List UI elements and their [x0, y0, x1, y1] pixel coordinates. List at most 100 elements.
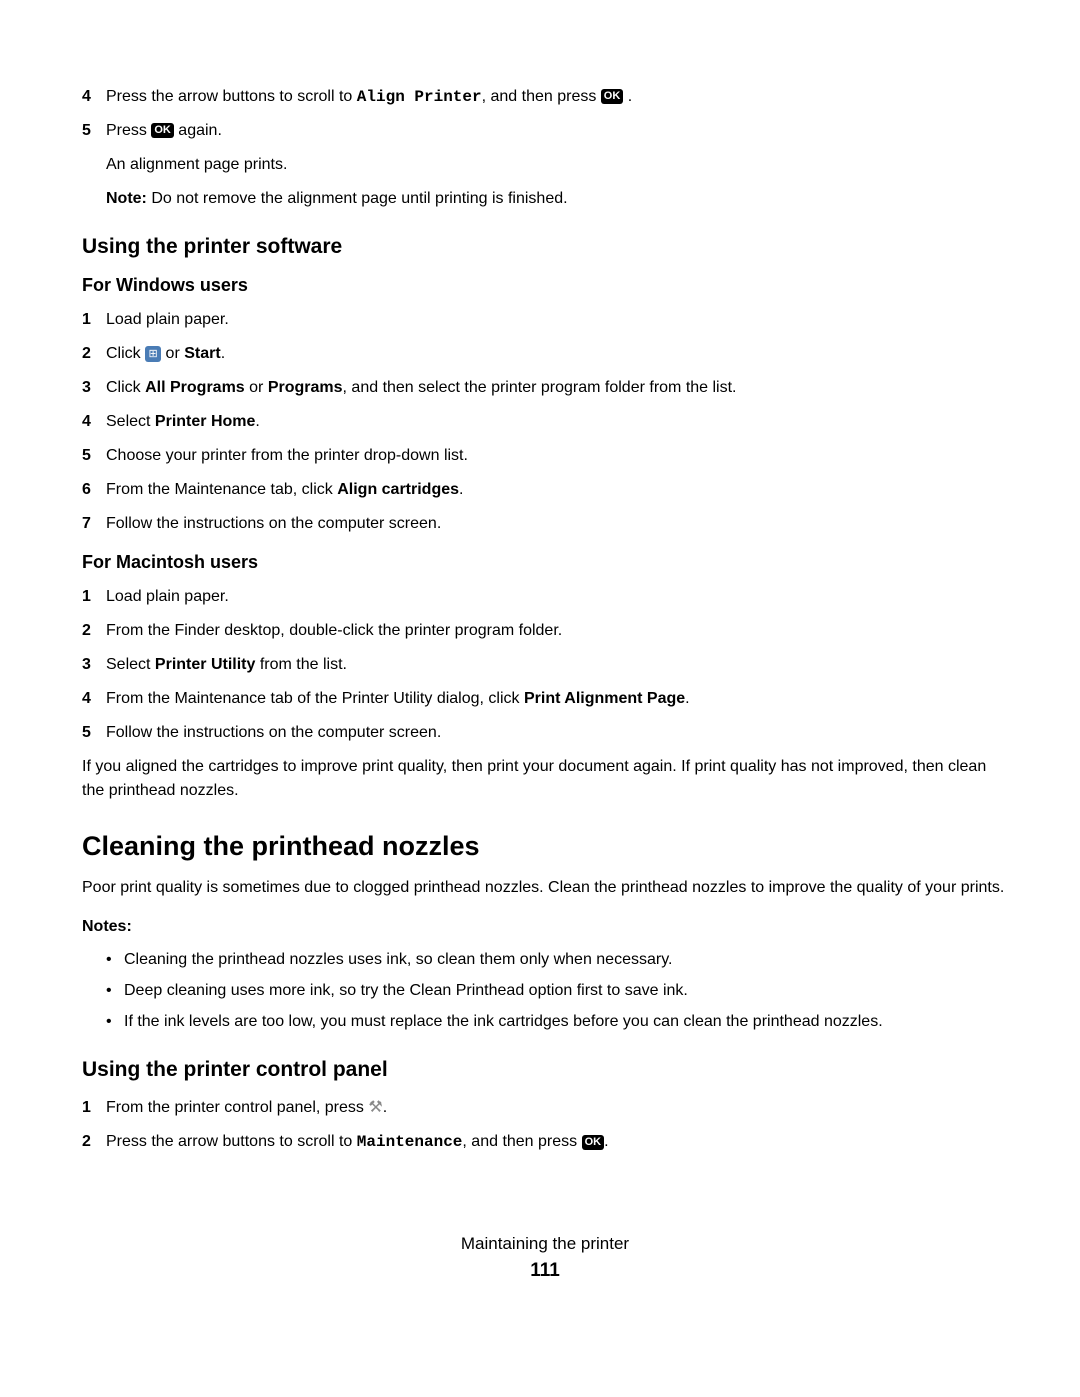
text-part: . — [604, 1133, 608, 1150]
win-step-3: 3 Click All Programs or Programs, and th… — [82, 376, 1008, 400]
ok-icon: OK — [582, 1135, 605, 1150]
mac-step-5: 5 Follow the instructions on the compute… — [82, 721, 1008, 745]
step-text: Click ⊞ or Start. — [106, 342, 1008, 366]
bold-text: Printer Home — [155, 413, 255, 430]
step-text: Click All Programs or Programs, and then… — [106, 376, 1008, 400]
text-part: From the printer control panel, press — [106, 1099, 368, 1116]
step-num: 3 — [82, 653, 106, 677]
step-text: Load plain paper. — [106, 308, 1008, 332]
win-step-7: 7 Follow the instructions on the compute… — [82, 512, 1008, 536]
panel-step-1: 1 From the printer control panel, press … — [82, 1096, 1008, 1120]
step-num: 2 — [82, 342, 106, 366]
ok-icon: OK — [601, 89, 624, 104]
bold-text: Align cartridges — [337, 481, 459, 498]
bullet-icon: • — [106, 948, 124, 972]
step-text: Select Printer Utility from the list. — [106, 653, 1008, 677]
heading-mac: For Macintosh users — [82, 552, 1008, 573]
step-num: 2 — [82, 1130, 106, 1154]
step-num: 7 — [82, 512, 106, 536]
step-text: Choose your printer from the printer dro… — [106, 444, 1008, 468]
bold-text: Start — [184, 345, 220, 362]
text-part: , and then select the printer program fo… — [343, 379, 737, 396]
step-num: 6 — [82, 478, 106, 502]
notes-label: Notes: — [82, 918, 1008, 936]
step-num: 4 — [82, 687, 106, 711]
text-part: Select — [106, 413, 155, 430]
note-bullet-1: • Cleaning the printhead nozzles uses in… — [106, 948, 1008, 972]
text-part: Press the arrow buttons to scroll to — [106, 88, 357, 105]
bold-text: Printer Utility — [155, 656, 255, 673]
ok-icon: OK — [151, 123, 174, 138]
win-step-5: 5 Choose your printer from the printer d… — [82, 444, 1008, 468]
bullet-text: If the ink levels are too low, you must … — [124, 1010, 883, 1034]
text-part: , and then press — [482, 88, 601, 105]
text-part: Press the arrow buttons to scroll to — [106, 1133, 357, 1150]
step-text: Press OK again. — [106, 119, 1008, 143]
step-4-top: 4 Press the arrow buttons to scroll to A… — [82, 85, 1008, 109]
heading-cleaning: Cleaning the printhead nozzles — [82, 831, 1008, 862]
step-num: 2 — [82, 619, 106, 643]
footer-title: Maintaining the printer — [82, 1234, 1008, 1254]
text-part: . — [383, 1099, 387, 1116]
bullet-icon: • — [106, 979, 124, 1003]
note-bullet-2: • Deep cleaning uses more ink, so try th… — [106, 979, 1008, 1003]
win-step-2: 2 Click ⊞ or Start. — [82, 342, 1008, 366]
step-num: 5 — [82, 444, 106, 468]
step-num: 1 — [82, 585, 106, 609]
text-part: Press — [106, 122, 151, 139]
panel-step-2: 2 Press the arrow buttons to scroll to M… — [82, 1130, 1008, 1154]
mac-step-1: 1 Load plain paper. — [82, 585, 1008, 609]
note-label: Note: — [106, 190, 151, 207]
bold-text: Print Alignment Page — [524, 690, 685, 707]
step-text: From the Maintenance tab of the Printer … — [106, 687, 1008, 711]
step-num: 1 — [82, 308, 106, 332]
text-part: from the list. — [255, 656, 347, 673]
step-num: 4 — [82, 85, 106, 109]
windows-start-icon: ⊞ — [145, 346, 161, 362]
note-bullet-3: • If the ink levels are too low, you mus… — [106, 1010, 1008, 1034]
step-num: 5 — [82, 119, 106, 143]
text-part: . — [685, 690, 689, 707]
bold-text: All Programs — [145, 379, 245, 396]
heading-windows: For Windows users — [82, 275, 1008, 296]
text-part: . — [623, 88, 632, 105]
bullet-icon: • — [106, 1010, 124, 1034]
mono-text: Align Printer — [357, 88, 482, 106]
text-part: From the Maintenance tab, click — [106, 481, 337, 498]
step-text: Press the arrow buttons to scroll to Mai… — [106, 1130, 1008, 1154]
step-5-top: 5 Press OK again. — [82, 119, 1008, 143]
text-part: Click — [106, 345, 145, 362]
step-num: 1 — [82, 1096, 106, 1120]
mac-step-4: 4 From the Maintenance tab of the Printe… — [82, 687, 1008, 711]
step-text: From the Maintenance tab, click Align ca… — [106, 478, 1008, 502]
text-part: . — [221, 345, 225, 362]
text-part: Select — [106, 656, 155, 673]
mac-step-3: 3 Select Printer Utility from the list. — [82, 653, 1008, 677]
step-text: Press the arrow buttons to scroll to Ali… — [106, 85, 1008, 109]
step-sub-text: An alignment page prints. — [106, 153, 1008, 177]
step-text: Select Printer Home. — [106, 410, 1008, 434]
bold-text: Programs — [268, 379, 343, 396]
step-text: Load plain paper. — [106, 585, 1008, 609]
heading-panel: Using the printer control panel — [82, 1058, 1008, 1082]
mac-step-2: 2 From the Finder desktop, double-click … — [82, 619, 1008, 643]
text-part: . — [255, 413, 259, 430]
bullet-text: Cleaning the printhead nozzles uses ink,… — [124, 948, 672, 972]
text-part: Click — [106, 379, 145, 396]
step-text: From the Finder desktop, double-click th… — [106, 619, 1008, 643]
para-after-mac: If you aligned the cartridges to improve… — [82, 755, 1008, 803]
heading-software: Using the printer software — [82, 235, 1008, 259]
page-footer: Maintaining the printer 111 — [82, 1234, 1008, 1282]
step-text: From the printer control panel, press ⚒. — [106, 1096, 1008, 1120]
step-note: Note: Do not remove the alignment page u… — [106, 187, 1008, 211]
step-num: 3 — [82, 376, 106, 400]
page-number: 111 — [82, 1260, 1008, 1282]
step-text: Follow the instructions on the computer … — [106, 512, 1008, 536]
step-num: 4 — [82, 410, 106, 434]
note-text: Do not remove the alignment page until p… — [151, 190, 567, 207]
step-num: 5 — [82, 721, 106, 745]
win-step-1: 1 Load plain paper. — [82, 308, 1008, 332]
mono-text: Maintenance — [357, 1133, 463, 1151]
wrench-icon: ⚒ — [368, 1096, 382, 1120]
win-step-4: 4 Select Printer Home. — [82, 410, 1008, 434]
